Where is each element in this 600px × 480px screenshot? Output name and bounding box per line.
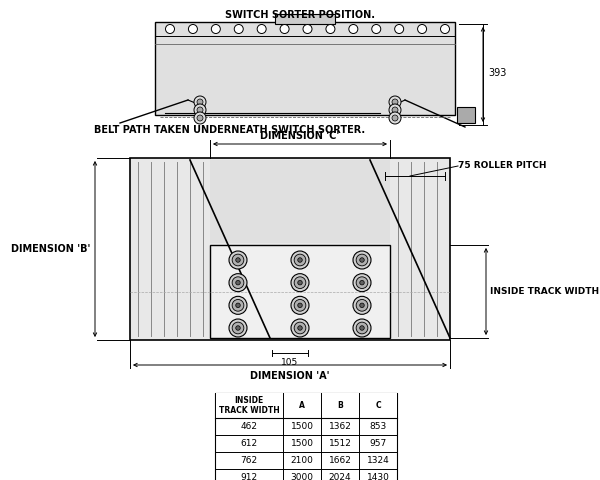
Text: DIMENSION 'B': DIMENSION 'B' (11, 244, 90, 254)
Text: 957: 957 (370, 439, 386, 448)
Bar (210, 160, 390, 243)
Circle shape (392, 115, 398, 121)
Circle shape (188, 24, 197, 34)
Circle shape (360, 258, 364, 262)
Circle shape (194, 96, 206, 108)
Text: 1500: 1500 (290, 422, 314, 431)
Circle shape (418, 24, 427, 34)
Circle shape (298, 280, 302, 285)
Text: BELT PATH TAKEN UNDERNEATH SWITCH SORTER.: BELT PATH TAKEN UNDERNEATH SWITCH SORTER… (94, 125, 365, 135)
Text: 1512: 1512 (329, 439, 352, 448)
Circle shape (194, 112, 206, 124)
Circle shape (229, 251, 247, 269)
Bar (210, 245, 390, 338)
Circle shape (356, 300, 368, 311)
Circle shape (298, 303, 302, 308)
Circle shape (356, 322, 368, 334)
Text: C: C (375, 401, 381, 410)
Circle shape (389, 104, 401, 116)
Circle shape (353, 274, 371, 292)
Circle shape (229, 319, 247, 337)
Circle shape (236, 258, 240, 262)
Circle shape (360, 303, 364, 308)
Circle shape (392, 99, 398, 105)
Circle shape (229, 296, 247, 314)
Bar (155, 22, 455, 115)
Text: 912: 912 (241, 473, 257, 480)
Bar (215, 393, 397, 480)
Text: 2100: 2100 (290, 456, 313, 465)
Text: B: B (337, 401, 343, 410)
Circle shape (236, 303, 240, 308)
Text: 3000: 3000 (290, 473, 314, 480)
Circle shape (211, 24, 220, 34)
Text: 612: 612 (241, 439, 257, 448)
Bar (215, 393, 397, 418)
Text: 75 ROLLER PITCH: 75 ROLLER PITCH (458, 161, 547, 170)
Text: 1500: 1500 (290, 439, 314, 448)
Circle shape (197, 115, 203, 121)
Circle shape (291, 319, 309, 337)
Circle shape (197, 107, 203, 113)
Circle shape (194, 104, 206, 116)
Circle shape (356, 277, 368, 288)
Text: A: A (299, 401, 305, 410)
Text: 105: 105 (281, 358, 299, 367)
Text: 853: 853 (370, 422, 386, 431)
Circle shape (353, 319, 371, 337)
Circle shape (353, 251, 371, 269)
Circle shape (326, 24, 335, 34)
Circle shape (280, 24, 289, 34)
Circle shape (291, 251, 309, 269)
Circle shape (236, 280, 240, 285)
Text: 1662: 1662 (329, 456, 352, 465)
Text: 1362: 1362 (329, 422, 352, 431)
Circle shape (294, 322, 306, 334)
Bar (275, 14, 335, 24)
Circle shape (389, 112, 401, 124)
Circle shape (232, 300, 244, 311)
Text: 1430: 1430 (367, 473, 389, 480)
Circle shape (349, 24, 358, 34)
Circle shape (257, 24, 266, 34)
Circle shape (298, 326, 302, 330)
Circle shape (360, 280, 364, 285)
Circle shape (229, 274, 247, 292)
Circle shape (236, 326, 240, 330)
Text: INSIDE TRACK WIDTH: INSIDE TRACK WIDTH (490, 287, 599, 296)
Circle shape (232, 322, 244, 334)
Circle shape (166, 24, 175, 34)
Text: DIMENSION 'C': DIMENSION 'C' (260, 131, 340, 141)
Text: 462: 462 (241, 422, 257, 431)
Circle shape (372, 24, 381, 34)
Text: INSIDE
TRACK WIDTH: INSIDE TRACK WIDTH (218, 396, 280, 415)
Circle shape (294, 254, 306, 266)
Text: SWITCH SORTER POSITION.: SWITCH SORTER POSITION. (225, 10, 375, 20)
Text: 2024: 2024 (329, 473, 352, 480)
Circle shape (356, 254, 368, 266)
Circle shape (303, 24, 312, 34)
Bar (457, 107, 475, 123)
Text: DIMENSION 'A': DIMENSION 'A' (250, 371, 330, 381)
Circle shape (360, 326, 364, 330)
Circle shape (389, 96, 401, 108)
Circle shape (234, 24, 243, 34)
Circle shape (197, 99, 203, 105)
Text: 393: 393 (488, 68, 506, 77)
Circle shape (294, 300, 306, 311)
Bar (130, 158, 450, 340)
Circle shape (440, 24, 449, 34)
Text: 1324: 1324 (367, 456, 389, 465)
Circle shape (232, 277, 244, 288)
Text: 762: 762 (241, 456, 257, 465)
Circle shape (291, 296, 309, 314)
Circle shape (294, 277, 306, 288)
Circle shape (395, 24, 404, 34)
Circle shape (353, 296, 371, 314)
Circle shape (392, 107, 398, 113)
Circle shape (298, 258, 302, 262)
Circle shape (291, 274, 309, 292)
Circle shape (232, 254, 244, 266)
